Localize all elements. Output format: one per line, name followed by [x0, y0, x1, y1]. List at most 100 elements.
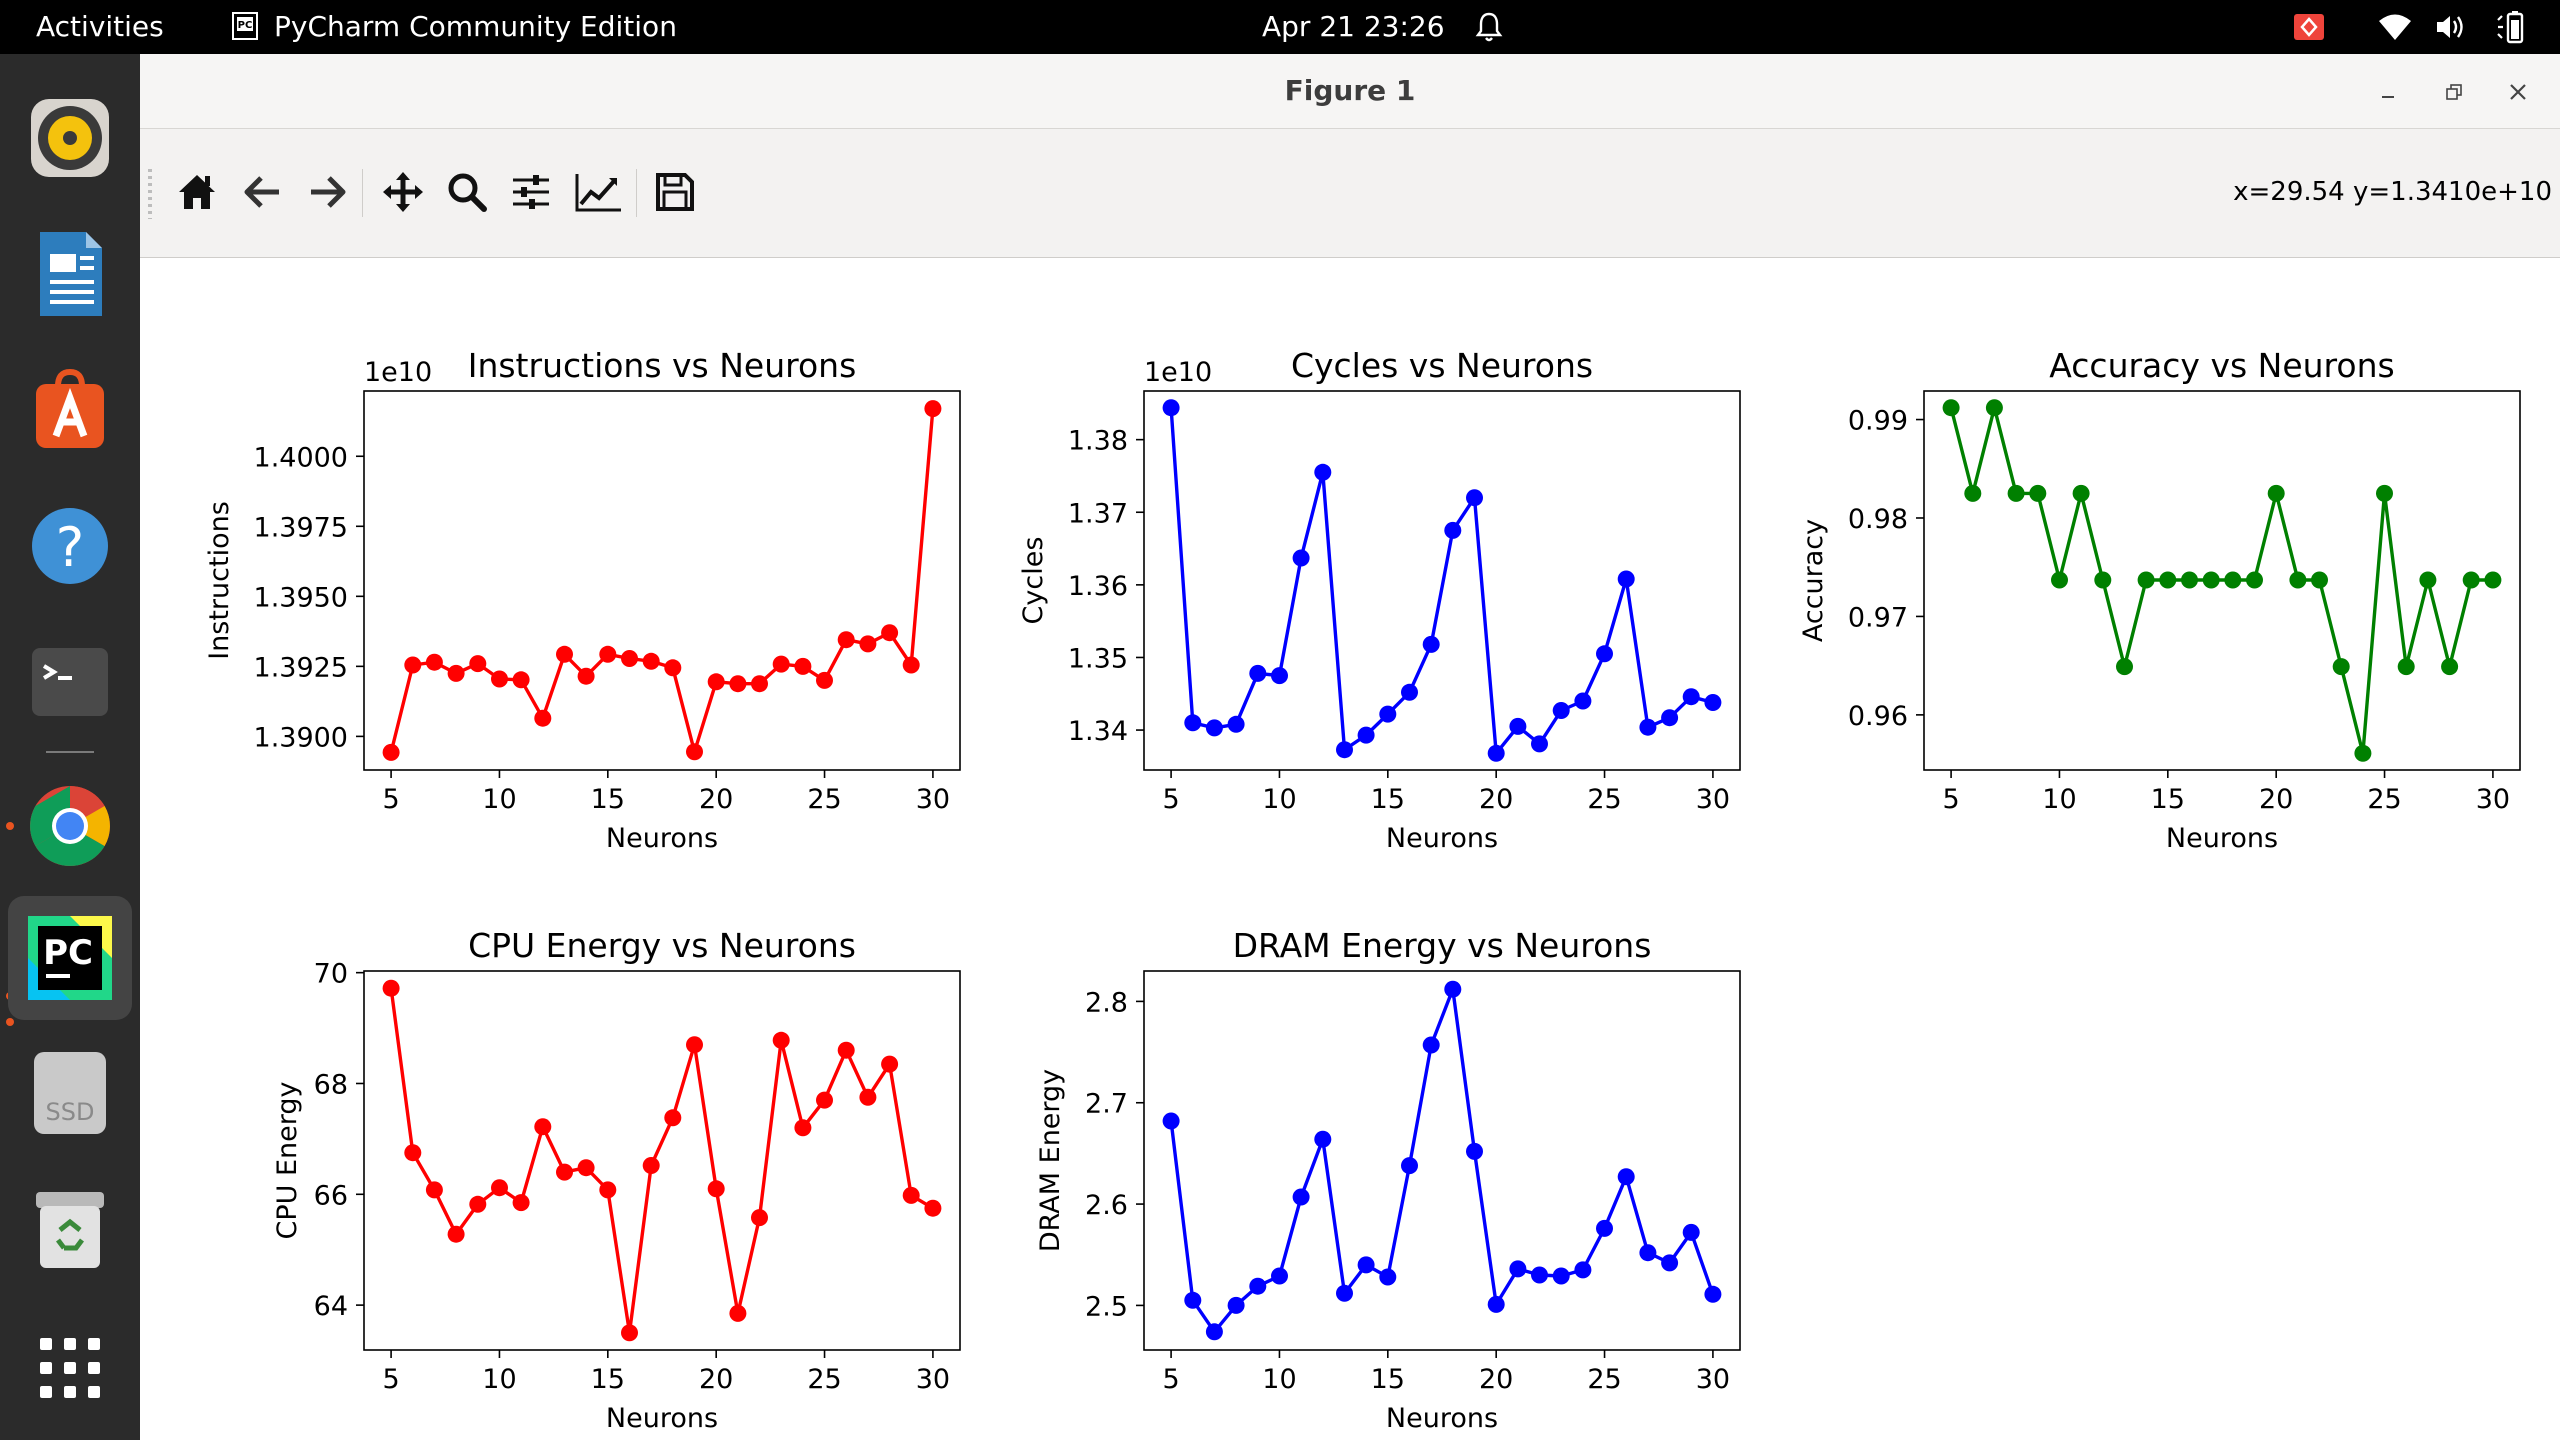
y-tick-label: 2.8	[1085, 987, 1128, 1018]
dock-chrome[interactable]	[20, 776, 120, 876]
data-point	[642, 1157, 660, 1174]
data-point	[1531, 735, 1548, 753]
battery-icon[interactable]	[2494, 8, 2532, 46]
data-point	[881, 1055, 899, 1073]
y-tick-label: 0.98	[1848, 504, 1908, 535]
svg-text:PC: PC	[43, 933, 93, 973]
x-tick-label: 20	[1479, 784, 1513, 815]
pan-icon	[383, 172, 423, 212]
y-tick-label: 70	[314, 959, 348, 990]
home-button[interactable]	[170, 165, 224, 219]
save-button[interactable]	[648, 165, 702, 219]
clock[interactable]: Apr 21 23:26	[1262, 10, 1445, 43]
data-point	[425, 653, 443, 671]
dock-libreoffice-writer[interactable]	[20, 224, 120, 324]
pycharm-app-icon[interactable]: PC	[232, 12, 258, 40]
data-point	[1422, 1036, 1440, 1054]
data-point	[1314, 1130, 1332, 1148]
configure-subplots-button[interactable]	[504, 165, 558, 219]
dock-ubuntu-software[interactable]	[20, 360, 120, 460]
volume-icon[interactable]	[2432, 8, 2470, 46]
x-axis-label: Neurons	[1386, 1403, 1498, 1434]
activities-button[interactable]: Activities	[36, 10, 164, 43]
y-tick-label: 1.34	[1068, 716, 1128, 747]
dock-pycharm[interactable]: PC	[8, 896, 132, 1020]
data-point	[1682, 1223, 1700, 1241]
toolbar-separator	[362, 169, 363, 217]
dock-trash[interactable]	[20, 1178, 120, 1278]
data-point	[577, 667, 595, 685]
x-tick-label: 15	[591, 1364, 625, 1395]
back-button[interactable]	[236, 165, 290, 219]
dock-terminal[interactable]	[20, 632, 120, 732]
data-point	[1357, 726, 1375, 744]
figure-canvas[interactable]: Instructions vs Neurons 1e10 5 10 15 20 25 30 1.…	[140, 258, 2560, 1440]
show-applications-button[interactable]	[20, 1318, 120, 1418]
data-point	[2137, 571, 2155, 589]
wifi-icon[interactable]	[2376, 8, 2414, 46]
y-tick-label: 66	[314, 1180, 348, 1211]
subplot-1: Instructions vs Neurons 1e10 5 10 15 20 25 30 1.…	[204, 346, 961, 854]
app-menu-label[interactable]: PyCharm Community Edition	[274, 10, 677, 43]
x-tick-label: 5	[382, 1364, 399, 1395]
y-axis-label: Accuracy	[1798, 519, 1829, 642]
ssd-label: SSD	[46, 1098, 95, 1126]
data-point	[1617, 1168, 1635, 1186]
data-point	[1271, 1267, 1288, 1285]
forward-button[interactable]	[300, 165, 354, 219]
software-store-icon	[36, 368, 104, 448]
data-point	[1227, 1296, 1245, 1314]
toolbar-grip[interactable]	[148, 169, 152, 219]
y-axis-label: DRAM Energy	[1035, 1069, 1066, 1252]
y-tick-label: 0.96	[1848, 701, 1908, 732]
anydesk-tray-icon[interactable]	[2290, 8, 2328, 46]
zoom-button[interactable]	[440, 165, 494, 219]
data-point	[859, 1088, 877, 1106]
dock-rhythmbox[interactable]	[20, 88, 120, 188]
data-point	[1466, 489, 1483, 507]
toolbar-separator	[636, 169, 637, 217]
data-point	[599, 645, 617, 663]
dock-separator	[46, 751, 94, 753]
data-point	[2354, 744, 2372, 762]
pan-button[interactable]	[376, 165, 430, 219]
data-point	[707, 673, 725, 691]
data-point	[2419, 571, 2437, 589]
title-bar[interactable]: Figure 1	[140, 54, 2560, 129]
data-point	[2072, 484, 2090, 502]
notification-bell-icon[interactable]	[1470, 8, 1508, 46]
data-point	[2441, 658, 2459, 676]
edit-axis-button[interactable]	[568, 165, 622, 219]
data-point	[1336, 1284, 1353, 1302]
data-point	[2397, 658, 2415, 676]
data-point	[556, 645, 573, 663]
terminal-icon	[32, 648, 108, 716]
dock-help[interactable]: ?	[20, 496, 120, 596]
data-point	[642, 652, 660, 670]
x-tick-label: 30	[916, 1364, 950, 1395]
data-point	[382, 743, 400, 761]
data-point	[1271, 667, 1288, 685]
data-point	[902, 656, 920, 674]
data-point	[881, 624, 899, 642]
x-axis-label: Neurons	[1386, 823, 1498, 854]
close-icon[interactable]	[2500, 74, 2536, 110]
chart-title: Instructions vs Neurons	[468, 346, 857, 385]
edit-axis-icon	[575, 174, 621, 212]
dock-ssd-drive[interactable]: SSD	[20, 1042, 120, 1142]
restore-icon[interactable]	[2436, 74, 2472, 110]
data-point	[1942, 399, 1960, 417]
axes-frame	[363, 970, 961, 1351]
data-point	[1704, 694, 1722, 711]
minimize-icon[interactable]	[2370, 74, 2406, 110]
data-point	[1509, 1260, 1527, 1278]
data-point	[1379, 1268, 1397, 1286]
data-point	[2246, 571, 2263, 589]
x-tick-label: 15	[591, 784, 625, 815]
chart-title: Cycles vs Neurons	[1291, 346, 1593, 385]
x-tick-label: 5	[1162, 784, 1179, 815]
data-point	[816, 1091, 833, 1109]
y-tick-label: 2.7	[1085, 1089, 1128, 1120]
data-point	[1487, 1295, 1505, 1313]
svg-text:?: ?	[56, 516, 85, 579]
